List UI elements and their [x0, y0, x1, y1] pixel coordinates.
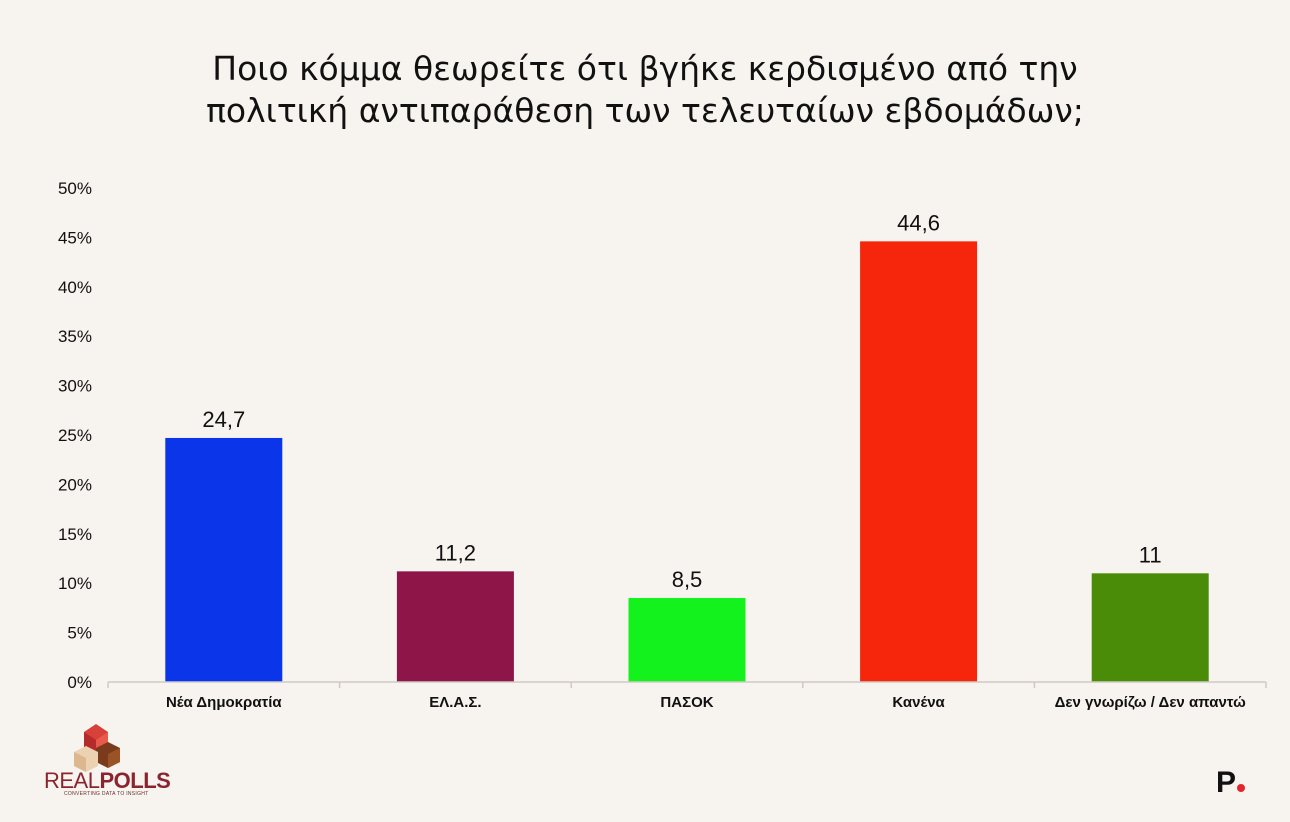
- realpolls-brand: REALPOLLS: [44, 768, 171, 794]
- bar: [165, 437, 283, 682]
- y-tick-label: 15%: [58, 525, 92, 544]
- y-tick-label: 5%: [67, 624, 92, 643]
- bar: [396, 571, 514, 682]
- chart-title: Ποιο κόμμα θεωρείτε ότι βγήκε κερδισμένο…: [0, 48, 1290, 132]
- bar-value-label: 11: [1139, 542, 1162, 567]
- title-line-2: πολιτική αντιπαράθεση των τελευταίων εβδ…: [206, 91, 1084, 130]
- bars: 24,7 11,2 8,5 44,6 11: [165, 210, 1209, 683]
- brand-part-1: REAL: [44, 768, 100, 793]
- brand-part-2: POLLS: [99, 768, 171, 793]
- y-tick-label: 50%: [58, 179, 92, 198]
- realpolls-logo-icon: [74, 724, 120, 772]
- y-tick-label: 30%: [58, 377, 92, 396]
- y-tick-label: 25%: [58, 426, 92, 445]
- y-tick-label: 20%: [58, 475, 92, 494]
- x-axis: Νέα Δημοκρατία ΕΛ.Α.Σ. ΠΑΣΟΚ Κανένα Δεν γνωρ…: [107, 681, 1267, 711]
- bar: [628, 598, 746, 682]
- publisher-logo-letter: P: [1216, 766, 1237, 799]
- x-category-label: ΕΛ.Α.Σ.: [429, 694, 481, 711]
- publisher-logo-dot-icon: [1237, 784, 1246, 792]
- bar-value-label: 11,2: [435, 540, 476, 565]
- realpolls-tagline: CONVERTING DATA TO INSIGHT: [64, 791, 149, 797]
- x-category-label: Κανένα: [892, 694, 945, 711]
- y-tick-label: 40%: [58, 278, 92, 297]
- y-axis: 0% 5% 10% 15% 20% 25% 30% 35% 40% 45% 50%: [58, 179, 92, 692]
- x-category-label: Νέα Δημοκρατία: [166, 694, 282, 711]
- y-tick-label: 10%: [58, 574, 92, 593]
- title-line-1: Ποιο κόμμα θεωρείτε ότι βγήκε κερδισμένο…: [212, 49, 1078, 88]
- y-tick-label: 45%: [58, 228, 92, 247]
- y-tick-label: 0%: [67, 673, 92, 692]
- bar-value-label: 8,5: [672, 567, 703, 592]
- x-category-label: ΠΑΣΟΚ: [660, 694, 713, 711]
- bar: [860, 241, 978, 683]
- bar-value-label: 44,6: [897, 210, 940, 235]
- publisher-logo: P: [1216, 766, 1246, 800]
- bar-value-label: 24,7: [202, 407, 245, 432]
- x-category-label: Δεν γνωρίζω / Δεν απαντώ: [1055, 694, 1246, 711]
- y-tick-label: 35%: [58, 327, 92, 346]
- bar: [1091, 573, 1209, 682]
